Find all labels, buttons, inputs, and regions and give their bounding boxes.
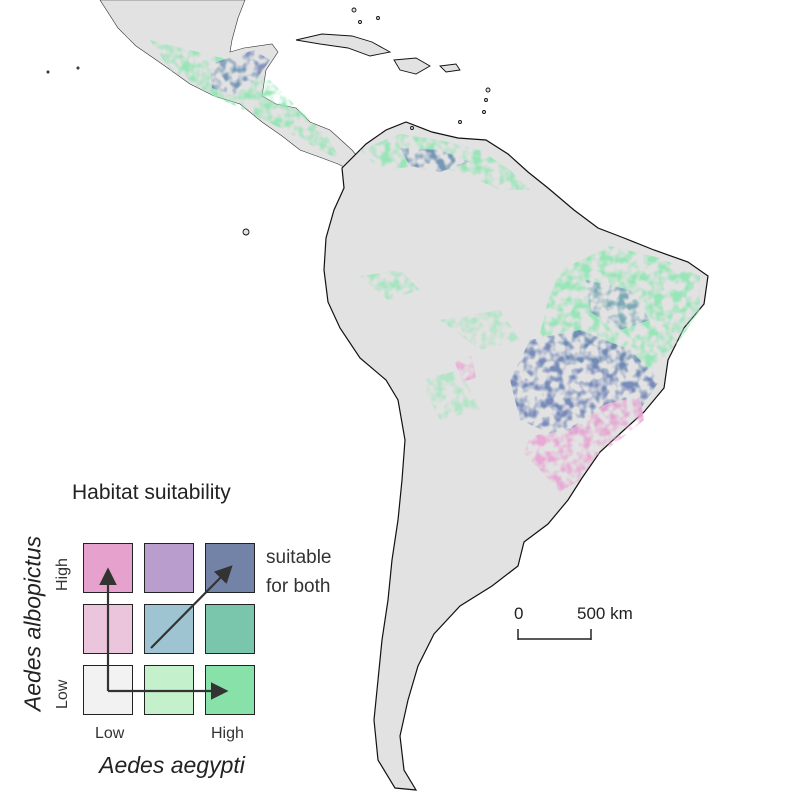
note-line-2: for both [266,576,331,597]
suitable-for-both-note: suitable for both [266,543,332,601]
legend-cell-high-high [205,543,255,593]
legend-cell-mid-high [205,604,255,654]
south-america-landmass [323,121,709,791]
y-tick-high: High [54,558,71,591]
note-line-1: suitable [266,547,332,568]
legend-cell-low-low [83,665,133,715]
legend-cell-low-mid [144,665,194,715]
caribbean-islands [46,7,491,236]
legend-cell-mid-low [83,604,133,654]
y-tick-low: Low [54,679,71,709]
x-axis-label: Aedes aegypti [99,752,245,778]
legend-cell-high-low [83,543,133,593]
legend-cell-mid-mid [144,604,194,654]
legend-title: Habitat suitability [72,481,231,504]
x-tick-high: High [211,725,244,742]
legend-cell-low-high [205,665,255,715]
legend-cell-high-mid [144,543,194,593]
x-tick-low: Low [95,725,125,742]
y-axis-label: Aedes albopictus [19,535,46,712]
scale-end-label: 500 km [577,604,633,623]
suitability-overlay [150,40,700,492]
scale-bar [517,629,592,640]
scale-start-label: 0 [514,604,524,623]
